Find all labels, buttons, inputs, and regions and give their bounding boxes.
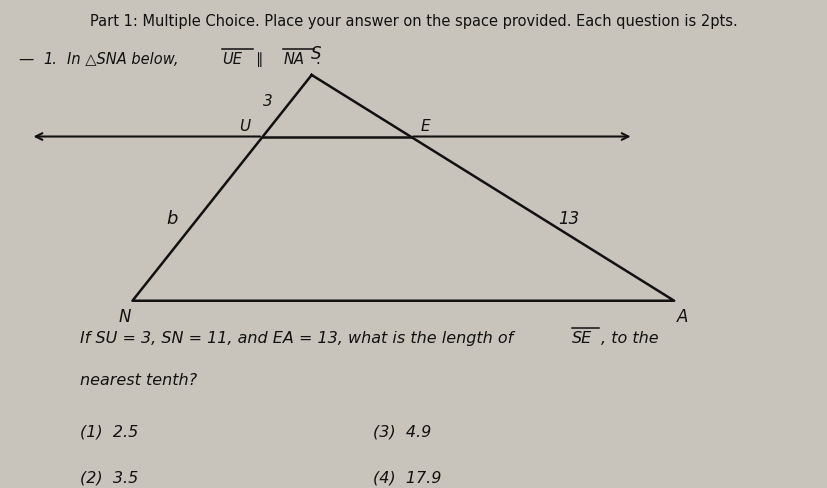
Text: N: N bbox=[118, 308, 131, 325]
Text: (3)  4.9: (3) 4.9 bbox=[373, 424, 431, 439]
Text: nearest tenth?: nearest tenth? bbox=[79, 373, 197, 388]
Text: 1.: 1. bbox=[43, 52, 57, 67]
Text: If SU = 3, SN = 11, and EA = 13, what is the length of: If SU = 3, SN = 11, and EA = 13, what is… bbox=[79, 331, 518, 346]
Text: ∥: ∥ bbox=[255, 52, 262, 67]
Text: A: A bbox=[676, 308, 688, 325]
Text: U: U bbox=[240, 119, 251, 134]
Text: , to the: , to the bbox=[601, 331, 658, 346]
Text: (4)  17.9: (4) 17.9 bbox=[373, 470, 441, 486]
Text: b: b bbox=[166, 210, 177, 227]
Text: —: — bbox=[18, 52, 34, 67]
Text: .: . bbox=[316, 52, 321, 67]
Text: S: S bbox=[310, 45, 321, 63]
Text: In △SNA below,: In △SNA below, bbox=[67, 52, 179, 67]
Text: UE: UE bbox=[222, 52, 242, 67]
Text: NA: NA bbox=[283, 52, 304, 67]
Text: E: E bbox=[420, 119, 430, 134]
Text: 3: 3 bbox=[263, 94, 273, 108]
Text: (1)  2.5: (1) 2.5 bbox=[79, 424, 138, 439]
Text: (2)  3.5: (2) 3.5 bbox=[79, 470, 138, 486]
Text: SE: SE bbox=[572, 331, 593, 346]
Text: 13: 13 bbox=[559, 210, 580, 227]
Text: Part 1: Multiple Choice. Place your answer on the space provided. Each question : Part 1: Multiple Choice. Place your answ… bbox=[89, 15, 738, 29]
